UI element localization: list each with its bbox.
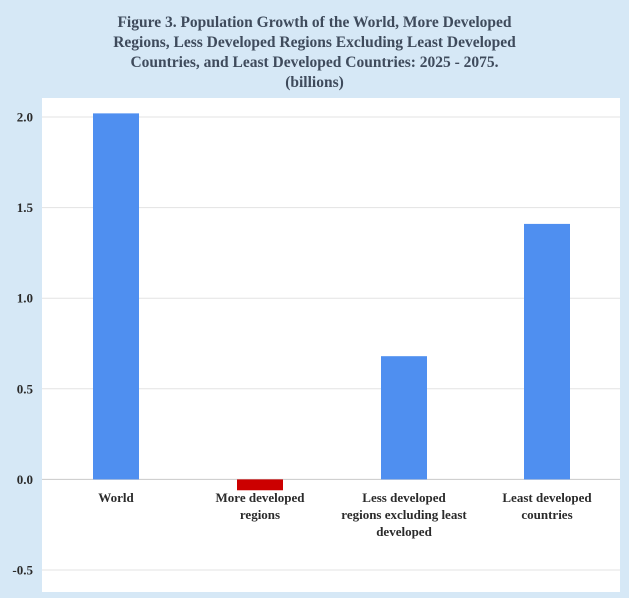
y-tick-label: 2.0 xyxy=(17,110,33,125)
bar xyxy=(524,223,570,480)
bar xyxy=(93,113,139,480)
bar xyxy=(381,356,427,480)
x-category-label: World xyxy=(98,490,134,505)
y-tick-label: -0.5 xyxy=(12,563,33,578)
y-tick-label: 1.0 xyxy=(17,291,33,306)
y-tick-label: 0.5 xyxy=(17,381,34,396)
chart-title: Figure 3. Population Growth of the World… xyxy=(40,13,589,93)
y-tick-label: 1.5 xyxy=(17,200,34,215)
x-category-label: Less developed regions excluding least dev… xyxy=(341,490,467,539)
title-line-4: (billions) xyxy=(285,74,344,91)
x-category-label: Least developed countries xyxy=(502,490,592,522)
title-line-3: Countries, and Least Developed Countries… xyxy=(130,54,499,71)
y-tick-label: 0.0 xyxy=(17,472,33,487)
x-category-label: More developed regions xyxy=(216,490,306,522)
title-line-2: Regions, Less Developed Regions Excludin… xyxy=(113,34,516,51)
title-line-1: Figure 3. Population Growth of the World… xyxy=(117,14,512,31)
bar xyxy=(237,479,283,491)
